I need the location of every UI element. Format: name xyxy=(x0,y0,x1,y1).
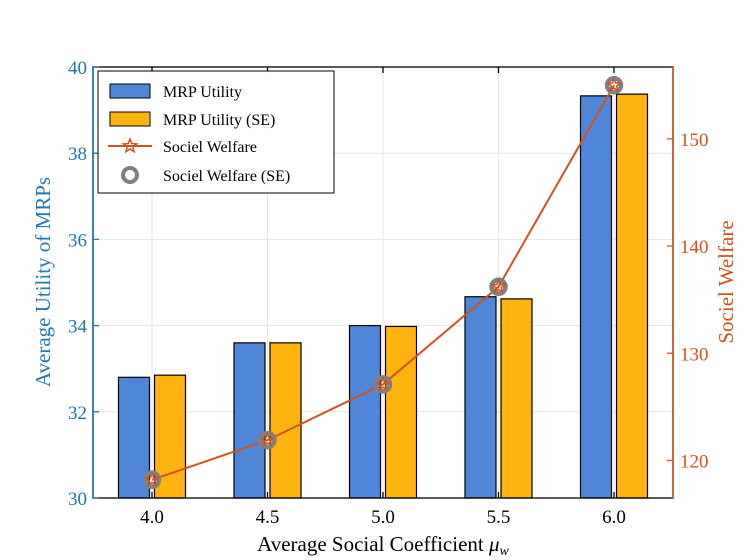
legend-label-sociel-welfare: Sociel Welfare xyxy=(163,139,257,156)
legend-label-mrp-utility-se: MRP Utility (SE) xyxy=(163,112,275,129)
x-axis-label-text: Average Social Coefficient xyxy=(257,532,489,556)
legend-swatch-mrp-utility-se xyxy=(109,111,151,127)
bar-mrp-utility-se-5.0 xyxy=(384,325,418,499)
welfare-line-layer xyxy=(142,75,624,490)
bars xyxy=(117,93,649,499)
right-tick-label: 120 xyxy=(680,451,709,472)
point-sociel-welfare-4.5 xyxy=(259,431,276,448)
bar-mrp-utility-5.5 xyxy=(464,296,497,499)
point-sociel-welfare-5.0 xyxy=(374,375,392,392)
left-axis-label: Average Utility of MRPs xyxy=(31,177,55,387)
legend-swatch-sociel-welfare-se xyxy=(121,166,139,184)
left-tick-label: 38 xyxy=(68,144,87,165)
left-tick-label: 32 xyxy=(68,403,87,424)
left-tick-label: 34 xyxy=(68,317,88,338)
legend-swatch-mrp-utility xyxy=(109,83,151,99)
bar-mrp-utility-5.0 xyxy=(348,325,382,499)
x-tick-label: 4.0 xyxy=(140,507,164,528)
right-axis-label: Sociel Welfare xyxy=(714,220,738,343)
x-axis-label: Average Social Coefficient μw xyxy=(257,532,509,559)
x-tick-label: 4.5 xyxy=(256,507,280,528)
legend-label-sociel-welfare-se: Sociel Welfare (SE) xyxy=(163,168,290,185)
axes: 30 32 34 36 38 40 120 130 140 150 4.0 4.5 5.0 5.5 6.0 xyxy=(68,58,709,528)
legend: MRP Utility MRP Utility (SE) Sociel Welf… xyxy=(97,70,335,194)
bar-mrp-utility-se-6.0 xyxy=(615,93,649,499)
bar-mrp-utility-4.5 xyxy=(233,342,266,499)
x-axis-label-subscript: w xyxy=(500,544,510,559)
x-tick-label: 6.0 xyxy=(602,507,626,528)
point-sociel-welfare-4.0 xyxy=(143,471,161,487)
right-tick-label: 130 xyxy=(680,344,709,365)
bar-mrp-utility-se-5.5 xyxy=(500,298,533,499)
legend-swatch-sociel-welfare-star xyxy=(121,136,139,154)
left-tick-label: 36 xyxy=(68,230,87,251)
right-tick-label: 140 xyxy=(680,237,709,258)
right-tick-label: 150 xyxy=(680,130,709,151)
x-tick-label: 5.5 xyxy=(487,507,511,528)
sociel-welfare-line xyxy=(151,84,615,481)
legend-label-mrp-utility: MRP Utility xyxy=(163,84,242,101)
x-tick-label: 5.0 xyxy=(371,507,395,528)
left-tick-label: 40 xyxy=(68,58,87,79)
x-axis-label-symbol: μ xyxy=(488,532,500,556)
point-sociel-welfare-6.0 xyxy=(605,76,623,93)
bar-mrp-utility-se-4.5 xyxy=(269,342,302,499)
bar-mrp-utility-6.0 xyxy=(579,95,613,499)
left-tick-label: 30 xyxy=(68,489,87,510)
point-sociel-welfare-5.5 xyxy=(490,278,507,294)
